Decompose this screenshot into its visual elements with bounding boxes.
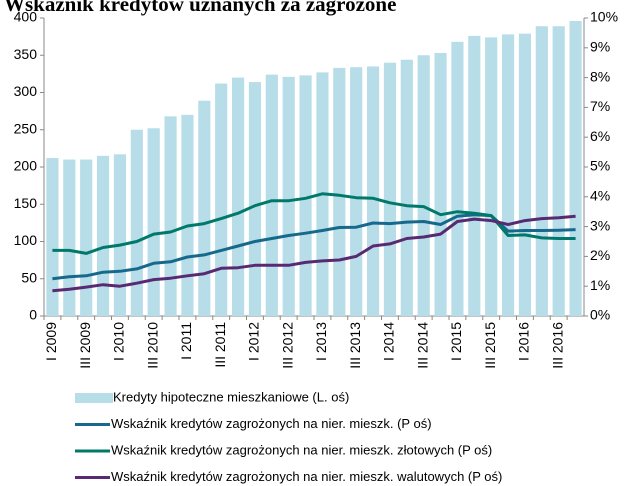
y2-tick-label: 0% <box>590 307 610 323</box>
bar <box>248 82 262 316</box>
bar <box>113 154 127 316</box>
y-tick-label: 250 <box>14 120 38 136</box>
bar <box>485 37 498 317</box>
y2-tick-label: 3% <box>590 217 610 233</box>
bar <box>231 77 245 316</box>
bar <box>468 35 481 316</box>
bar <box>265 74 278 317</box>
bar <box>383 62 397 317</box>
legend-label: Wskaźnik kredytów zagrożonych na nier. m… <box>111 469 502 484</box>
bar <box>417 55 430 316</box>
bar <box>501 34 515 316</box>
legend-swatch <box>75 393 113 403</box>
y2-tick-label: 4% <box>590 188 610 204</box>
bar <box>96 155 110 316</box>
y-tick-label: 0 <box>29 307 37 323</box>
y-tick-label: 100 <box>14 232 38 248</box>
bar <box>518 33 532 317</box>
bar <box>333 67 346 316</box>
bar <box>198 100 211 316</box>
x-tick-label: III 2015 <box>482 322 498 369</box>
x-tick-label: III 2014 <box>414 322 430 369</box>
x-tick-label: I 2015 <box>448 322 464 361</box>
legend-label: Wskaźnik kredytów zagrożonych na nier. m… <box>111 416 432 431</box>
y2-tick-label: 2% <box>590 247 610 263</box>
bar <box>552 26 565 316</box>
bar <box>366 66 380 316</box>
line <box>52 214 576 293</box>
y2-tick-label: 5% <box>590 158 610 174</box>
bar <box>46 158 59 316</box>
x-tick-label: I 2009 <box>43 322 59 361</box>
legend: Kredyty hipoteczne mieszkaniowe (L. oś) W… <box>75 389 502 484</box>
y-tick-label: 150 <box>14 195 38 211</box>
y-tick-label: 200 <box>14 158 38 174</box>
bar <box>451 41 464 317</box>
bar <box>400 59 413 316</box>
x-tick-label: I 2011 <box>178 322 194 360</box>
bar <box>147 128 160 316</box>
x-tick-label: III 2013 <box>347 322 363 369</box>
x-tick-label: III 2011 <box>212 322 228 368</box>
y-tick-label: 300 <box>14 83 38 99</box>
chart-title: Wskaźnik kredytów uznanych za zagrożone <box>4 0 396 16</box>
bar <box>569 20 582 316</box>
x-tick-label: III 2010 <box>144 322 160 369</box>
bar <box>535 26 548 316</box>
bar <box>164 116 177 316</box>
y2-tick-label: 6% <box>590 128 610 144</box>
y2-tick-label: 1% <box>590 277 610 293</box>
y-tick-label: 50 <box>21 269 37 285</box>
x-tick-label: I 2010 <box>111 322 127 361</box>
x-tick-label: I 2014 <box>381 322 397 361</box>
y2-tick-label: 8% <box>590 68 610 84</box>
bar <box>130 129 143 316</box>
legend-label: Kredyty hipoteczne mieszkaniowe (L. oś) <box>113 389 349 404</box>
bar <box>434 53 447 316</box>
bar <box>282 76 295 316</box>
bar <box>181 114 194 316</box>
y2-tick-label: 10% <box>590 9 618 25</box>
bar <box>215 83 228 316</box>
x-tick-label: III 2012 <box>279 322 295 369</box>
x-tick-label: III 2009 <box>77 322 93 369</box>
bar <box>63 159 76 316</box>
x-tick-label: I 2012 <box>246 322 262 361</box>
y-tick-label: 350 <box>14 46 38 62</box>
x-tick-label: I 2013 <box>313 322 329 361</box>
line <box>52 192 576 255</box>
bar <box>80 159 93 316</box>
x-tick-label: III 2016 <box>549 322 565 369</box>
y-tick-label: 400 <box>14 9 38 25</box>
bar <box>299 75 312 317</box>
y2-tick-label: 7% <box>590 98 610 114</box>
x-tick-label: I 2016 <box>516 322 532 361</box>
bar <box>350 67 363 316</box>
y2-tick-label: 9% <box>590 39 610 55</box>
legend-label: Wskaźnik kredytów zagrożonych na nier. m… <box>111 442 492 457</box>
